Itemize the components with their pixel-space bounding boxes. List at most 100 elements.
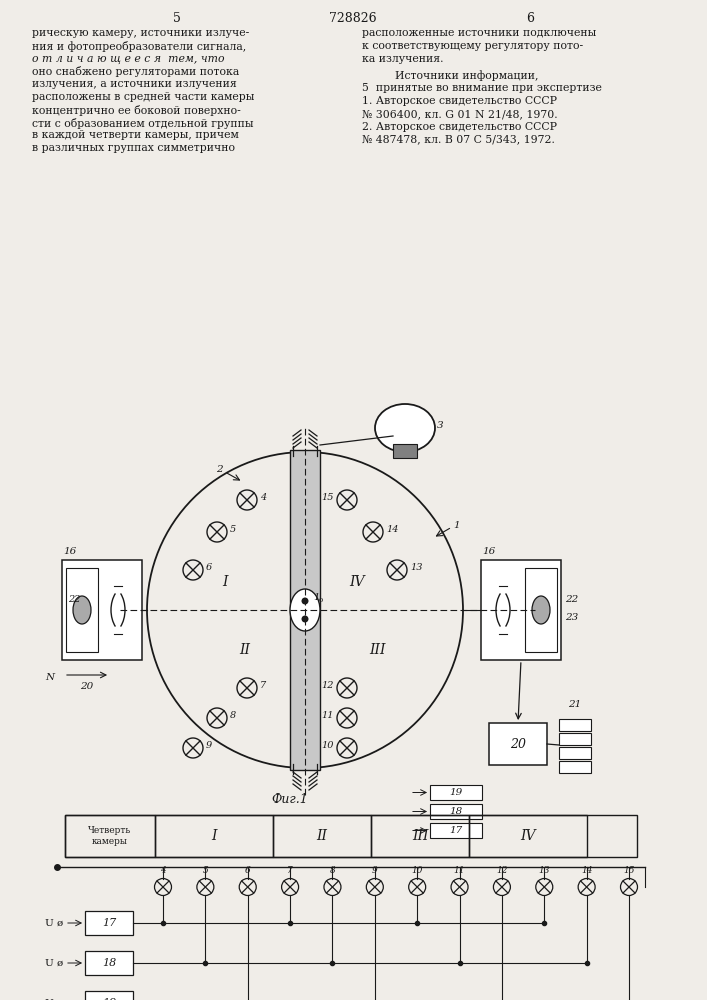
Text: 11: 11 (454, 866, 465, 875)
Bar (85, 951, 133, 975)
Circle shape (301, 597, 308, 604)
Text: 9: 9 (372, 866, 378, 875)
Bar (559, 733, 591, 745)
Text: 6: 6 (245, 866, 250, 875)
Bar (66, 568, 98, 652)
Text: 20: 20 (510, 738, 526, 750)
Text: Источники информации,: Источники информации, (395, 70, 539, 81)
Text: 6: 6 (206, 564, 212, 572)
Text: 10: 10 (411, 866, 423, 875)
Text: 13: 13 (410, 564, 423, 572)
Text: о т л и ч а ю щ е е с я  тем, что: о т л и ч а ю щ е е с я тем, что (32, 54, 225, 64)
Ellipse shape (290, 589, 320, 631)
Text: 13: 13 (539, 866, 550, 875)
Bar (85, 991, 133, 1000)
Text: 21: 21 (568, 700, 582, 709)
Text: 14: 14 (386, 526, 399, 534)
Text: 20: 20 (81, 682, 93, 691)
Text: N: N (45, 674, 54, 682)
Bar (65, 815, 155, 857)
Text: 6: 6 (526, 12, 534, 25)
Text: 3: 3 (437, 422, 443, 430)
Text: III: III (369, 643, 385, 657)
Text: 18: 18 (450, 807, 462, 816)
Text: 1: 1 (453, 520, 460, 530)
Bar (393, 444, 417, 458)
Bar (62, 560, 142, 660)
Text: 1. Авторское свидетельство СССР: 1. Авторское свидетельство СССР (362, 96, 557, 106)
Bar (371, 815, 469, 857)
Text: 15: 15 (322, 493, 334, 502)
Text: 4: 4 (260, 493, 267, 502)
Text: 18: 18 (102, 958, 116, 968)
Text: 14: 14 (581, 866, 592, 875)
Text: 19: 19 (450, 788, 462, 797)
Text: № 487478, кл. В 07 С 5/343, 1972.: № 487478, кл. В 07 С 5/343, 1972. (362, 134, 555, 144)
Text: 16: 16 (63, 547, 76, 556)
Text: III: III (411, 829, 428, 843)
Text: 5  принятые во внимание при экспертизе: 5 принятые во внимание при экспертизе (362, 83, 602, 93)
Text: U ø: U ø (45, 918, 63, 928)
Text: II: II (317, 829, 327, 843)
Text: к соответствующему регулятору пото-: к соответствующему регулятору пото- (362, 41, 583, 51)
Text: 22: 22 (565, 595, 578, 604)
Bar (481, 560, 561, 660)
Text: 16: 16 (482, 547, 495, 556)
Text: 19: 19 (102, 998, 116, 1000)
Text: 17: 17 (102, 918, 116, 928)
Bar (65, 815, 637, 857)
Text: рическую камеру, источники излуче-: рическую камеру, источники излуче- (32, 28, 250, 38)
Text: № 306400, кл. G 01 N 21/48, 1970.: № 306400, кл. G 01 N 21/48, 1970. (362, 109, 558, 119)
Text: расположены в средней части камеры: расположены в средней части камеры (32, 92, 255, 102)
Bar (85, 911, 133, 935)
Bar (489, 723, 547, 765)
Text: 2. Авторское свидетельство СССР: 2. Авторское свидетельство СССР (362, 122, 557, 132)
Bar (430, 804, 482, 819)
Bar (559, 719, 591, 731)
Circle shape (301, 615, 308, 622)
Text: 23: 23 (565, 613, 578, 622)
Text: оно снабжено регуляторами потока: оно снабжено регуляторами потока (32, 66, 239, 77)
Text: Четверть
камеры: Четверть камеры (88, 826, 132, 846)
Text: I: I (222, 575, 228, 589)
Text: 5: 5 (230, 526, 236, 534)
Text: 15: 15 (624, 866, 635, 875)
Text: ка излучения.: ка излучения. (362, 54, 443, 64)
Text: 7: 7 (287, 866, 293, 875)
Text: 4: 4 (160, 866, 166, 875)
Ellipse shape (532, 596, 550, 624)
Bar (155, 815, 273, 857)
Text: в различных группах симметрично: в различных группах симметрично (32, 143, 235, 153)
Text: Фиг.1: Фиг.1 (271, 793, 308, 806)
Text: 2: 2 (216, 466, 223, 475)
Ellipse shape (73, 596, 91, 624)
Text: 5: 5 (173, 12, 181, 25)
Text: ния и фотопреобразователи сигнала,: ния и фотопреобразователи сигнала, (32, 41, 246, 52)
Text: 8: 8 (329, 866, 335, 875)
Text: 17: 17 (450, 826, 462, 835)
Bar (430, 785, 482, 800)
Ellipse shape (375, 404, 435, 452)
Text: в каждой четверти камеры, причем: в каждой четверти камеры, причем (32, 130, 239, 140)
Text: излучения, а источники излучения: излучения, а источники излучения (32, 79, 237, 89)
Bar (290, 450, 320, 770)
Text: II: II (240, 643, 250, 657)
Bar (273, 815, 371, 857)
Text: 12: 12 (496, 866, 508, 875)
Text: 8: 8 (230, 712, 236, 720)
Bar (525, 568, 557, 652)
Text: концентрично ее боковой поверхно-: концентрично ее боковой поверхно- (32, 105, 241, 116)
Text: 5: 5 (202, 866, 209, 875)
Text: 1: 1 (313, 593, 320, 602)
Text: 11: 11 (322, 712, 334, 720)
Bar (469, 815, 587, 857)
Bar (559, 747, 591, 759)
Text: 10: 10 (322, 742, 334, 750)
Text: сти с образованием отдельной группы: сти с образованием отдельной группы (32, 118, 254, 129)
Text: U ø: U ø (45, 998, 63, 1000)
Text: I: I (211, 829, 217, 843)
Bar (430, 823, 482, 838)
Text: расположенные источники подключены: расположенные источники подключены (362, 28, 596, 38)
Text: IV: IV (349, 575, 365, 589)
Bar (559, 761, 591, 773)
